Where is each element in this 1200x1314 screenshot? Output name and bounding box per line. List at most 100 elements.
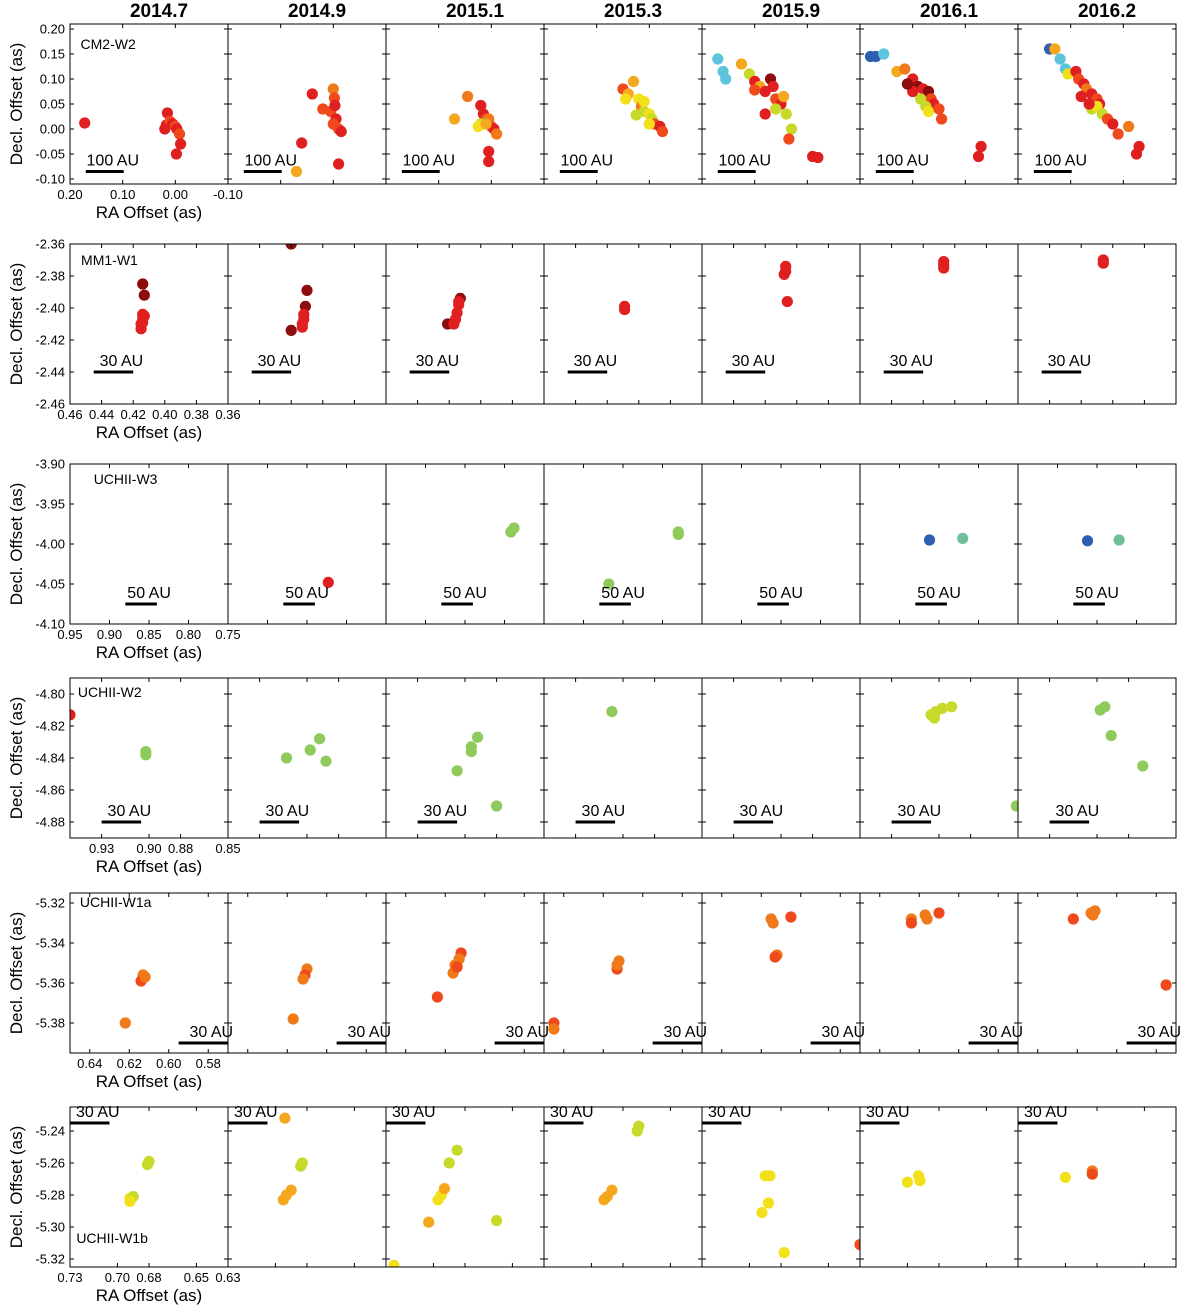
- x-axis-label: RA Offset (as): [96, 1072, 202, 1091]
- maser-spot: [451, 765, 463, 777]
- maser-spot: [1086, 1168, 1098, 1180]
- y-tick-label: -4.84: [35, 751, 65, 766]
- scale-bar-label: 30 AU: [234, 1104, 278, 1121]
- maser-spot: [159, 123, 171, 135]
- maser-spot: [785, 911, 797, 923]
- panel-uchii-w2-2015-3: 30 AU: [543, 677, 703, 839]
- panel-uchii-w2-2016-2: 30 AU: [1017, 677, 1177, 839]
- maser-spot: [785, 123, 798, 135]
- data-points: [598, 1120, 645, 1206]
- maser-spot: [483, 155, 495, 168]
- maser-spot: [1113, 534, 1125, 546]
- scale-bar-label: 30 AU: [550, 1104, 594, 1121]
- scale-bar-label: 30 AU: [822, 1024, 866, 1041]
- maser-spot: [928, 712, 940, 724]
- panel-uchii-w1b-2015-1: 30 AU: [385, 1104, 545, 1268]
- scale-bar-label: 30 AU: [100, 353, 144, 370]
- y-axis-label: Decl. Offset (as): [7, 483, 26, 606]
- x-tick-label: 0.64: [77, 1056, 102, 1071]
- y-tick-label: 0.20: [40, 22, 65, 37]
- data-points: [1044, 43, 1145, 160]
- panel-uchii-w1b-2016-1: 30 AU: [859, 1104, 1019, 1268]
- maser-spot: [333, 158, 345, 170]
- maser-spot: [762, 1197, 775, 1209]
- data-points: [280, 733, 332, 767]
- data-points: [277, 1112, 308, 1206]
- maser-spot: [769, 951, 781, 963]
- x-tick-label: 0.38: [184, 407, 209, 422]
- maser-spot: [285, 324, 297, 336]
- data-points: [1059, 1165, 1098, 1183]
- y-tick-label: -5.36: [35, 976, 65, 991]
- y-axis-label: Decl. Offset (as): [7, 43, 26, 166]
- panel-frame: [859, 1106, 1019, 1268]
- scale-bar-label: 30 AU: [574, 353, 618, 370]
- panel-mm1-w1-2014-9: 30 AU: [227, 243, 387, 405]
- maser-spot: [170, 148, 182, 160]
- x-tick-label: 0.70: [105, 1270, 130, 1285]
- y-tick-label: -4.86: [35, 783, 65, 798]
- data-points: [322, 576, 334, 589]
- maser-spot: [1010, 800, 1018, 812]
- maser-spot: [921, 913, 933, 925]
- maser-spot: [388, 1259, 400, 1267]
- y-tick-label: -2.36: [35, 237, 65, 252]
- data-points: [938, 256, 950, 274]
- scale-bar-label: 50 AU: [1075, 585, 1119, 602]
- epoch-label: 2014.9: [288, 1, 346, 22]
- panel-frame: [1017, 243, 1177, 405]
- maser-spot: [483, 145, 495, 158]
- maser-spot: [1087, 909, 1099, 921]
- data-points: [712, 53, 824, 164]
- y-tick-label: -5.34: [35, 936, 65, 951]
- maser-spot: [759, 108, 771, 120]
- data-points: [756, 1170, 860, 1259]
- panel-uchii-w2-2015-9: 30 AU: [701, 677, 861, 839]
- panel-uchii-w1b-2014-7: 30 AU UCHII-W1b: [69, 1104, 229, 1268]
- x-axis-label: RA Offset (as): [96, 1286, 202, 1305]
- maser-spot: [767, 80, 779, 93]
- scale-bar-label: 30 AU: [740, 803, 784, 820]
- panel-mm1-w1-2016-1: 30 AU: [859, 243, 1019, 405]
- maser-spot: [638, 95, 650, 108]
- y-tick-label: 0.05: [40, 97, 65, 112]
- maser-spot: [938, 262, 950, 274]
- maser-spot: [287, 1013, 299, 1025]
- maser-spot: [735, 58, 748, 70]
- maser-spot: [1130, 148, 1143, 160]
- data-points: [285, 244, 313, 336]
- maser-spot: [972, 150, 985, 163]
- maser-spot: [975, 140, 987, 153]
- maser-spot: [1123, 120, 1135, 133]
- data-points: [905, 907, 945, 929]
- x-tick-label: 0.62: [117, 1056, 142, 1071]
- maser-spot: [606, 706, 618, 718]
- maser-spot: [922, 105, 935, 118]
- panel-uchii-w3-2015-9: 50 AU: [701, 463, 861, 625]
- data-points: [505, 522, 520, 538]
- maser-spot: [756, 1207, 768, 1219]
- panel-frame: [701, 1106, 861, 1268]
- x-tick-label: 0.20: [57, 187, 82, 202]
- maser-spot: [630, 109, 642, 121]
- data-points: [1081, 534, 1125, 547]
- panel-frame: [385, 1106, 545, 1268]
- maser-spot: [448, 318, 460, 330]
- source-label: UCHII-W2: [78, 684, 142, 700]
- maser-spot: [548, 1023, 560, 1035]
- y-axis-label: Decl. Offset (as): [7, 697, 26, 820]
- maser-spot: [491, 128, 503, 140]
- panel-uchii-w1b-2014-9: 30 AU: [227, 1104, 387, 1268]
- scale-bar-label: 100 AU: [403, 153, 455, 170]
- panel-cm2-w2-2016-2: 100 AU: [1017, 23, 1177, 185]
- panel-uchii-w1b-2015-9: 30 AU: [701, 1104, 861, 1268]
- scale-bar-label: 30 AU: [980, 1024, 1024, 1041]
- maser-spot: [812, 151, 824, 164]
- y-tick-label: -3.95: [35, 497, 65, 512]
- maser-spot: [783, 133, 795, 145]
- panel-uchii-w3-2015-3: 50 AU: [543, 463, 703, 625]
- panel-mm1-w1-2014-7: 30 AU MM1-W1: [69, 243, 229, 405]
- panel-frame: [1017, 892, 1177, 1054]
